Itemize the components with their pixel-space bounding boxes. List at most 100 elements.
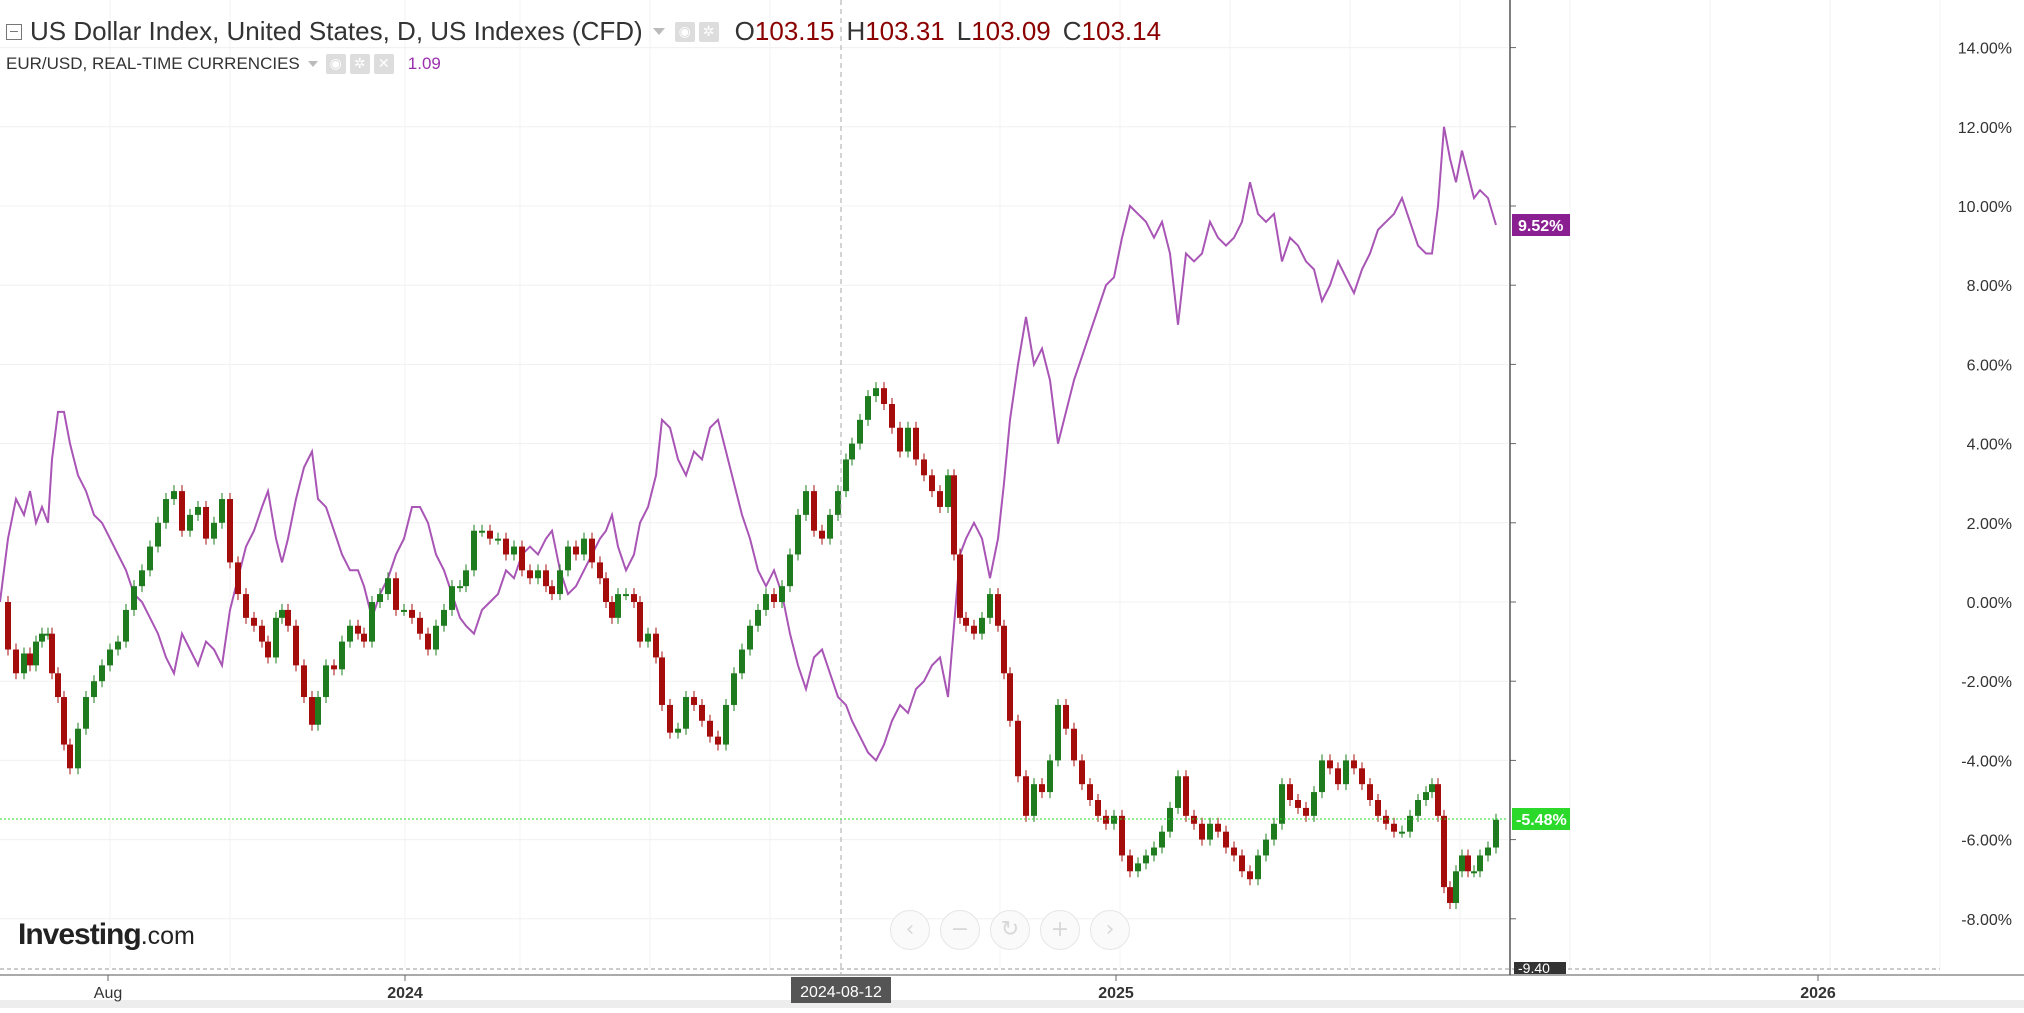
candle-body — [1127, 855, 1133, 872]
candle-body — [1055, 704, 1061, 761]
candle-body — [1231, 847, 1237, 856]
candle-body — [897, 427, 903, 452]
candle-body — [1327, 760, 1333, 769]
candle-body — [667, 704, 673, 733]
candle-body — [1351, 760, 1357, 769]
candle-body — [1335, 768, 1341, 785]
candle-body — [323, 665, 329, 698]
candle-body — [355, 625, 361, 634]
x-tick-label: Aug — [94, 985, 122, 1002]
candle-body — [659, 657, 665, 705]
compare-series-title[interactable]: EUR/USD, REAL-TIME CURRENCIES — [6, 54, 300, 73]
candle-body — [937, 491, 943, 507]
high-value: 103.31 — [865, 16, 945, 46]
candle-body — [1175, 776, 1181, 808]
candle-body — [55, 673, 61, 698]
collapse-legend-icon[interactable] — [6, 23, 22, 40]
x-tick-label: 2026 — [1800, 985, 1836, 1002]
x-tick-label: 2025 — [1098, 985, 1134, 1002]
dxy-price-badge — [1512, 808, 1570, 831]
candle-body — [195, 506, 201, 515]
candle-body — [21, 653, 27, 674]
y-tick-label: 12.00% — [1958, 120, 2012, 137]
candle-body — [873, 388, 879, 397]
candle-body — [795, 514, 801, 555]
candle-body — [503, 538, 509, 555]
candle-body — [1119, 815, 1125, 856]
candle-body — [1407, 815, 1413, 832]
y-tick-label: -4.00% — [1961, 753, 2012, 770]
candle-body — [385, 578, 391, 595]
candle-body — [361, 633, 367, 642]
scroll-right-icon[interactable]: › — [1090, 910, 1130, 950]
close-icon[interactable]: ✕ — [373, 54, 394, 74]
candle-body — [449, 586, 455, 610]
chevron-down-icon[interactable] — [307, 61, 318, 67]
chevron-down-icon[interactable] — [652, 28, 665, 35]
candle-body — [987, 594, 993, 618]
candle-body — [747, 625, 753, 650]
candle-body — [339, 641, 345, 670]
candle-body — [645, 633, 651, 642]
candle-body — [573, 546, 579, 555]
candle-body — [479, 530, 485, 533]
y-tick-label: -6.00% — [1961, 833, 2012, 850]
candle-body — [139, 570, 145, 587]
candle-body — [39, 633, 45, 642]
candle-body — [1143, 855, 1149, 864]
candle-body — [771, 594, 777, 602]
candle-body — [603, 578, 609, 602]
candle-body — [1415, 800, 1421, 816]
candle-body — [293, 625, 299, 666]
candle-body — [179, 491, 185, 531]
candle-body — [211, 522, 217, 539]
y-tick-label: 2.00% — [1967, 516, 2012, 533]
candle-body — [273, 617, 279, 658]
bottom-tick-label: -9.40 — [1518, 960, 1550, 976]
candle-body — [171, 491, 177, 500]
candle-body — [803, 491, 809, 515]
eurusd-line — [0, 126, 1497, 763]
candle-body — [1111, 815, 1117, 824]
visibility-icon[interactable]: ◉ — [674, 21, 695, 42]
candle-body — [1359, 768, 1365, 785]
x-tick-label: 2024 — [387, 985, 423, 1002]
candle-body — [1047, 760, 1053, 793]
scroll-left-icon[interactable]: ‹ — [890, 910, 930, 950]
candle-body — [123, 609, 129, 642]
candle-body — [1023, 776, 1029, 816]
candle-body — [433, 625, 439, 650]
candle-body — [369, 602, 375, 642]
chart-legend-main: US Dollar Index, United States, D, US In… — [6, 16, 1161, 47]
candle-body — [609, 602, 615, 618]
candle-body — [739, 649, 745, 674]
settings-icon[interactable]: ✲ — [349, 54, 370, 74]
candle-body — [951, 475, 957, 555]
candle-body — [285, 609, 291, 626]
zoom-in-icon[interactable]: + — [1040, 910, 1080, 950]
candle-body — [1015, 720, 1021, 777]
candle-body — [417, 617, 423, 634]
close-value: 103.14 — [1081, 16, 1162, 46]
zoom-out-icon[interactable]: − — [940, 910, 980, 950]
reset-icon[interactable]: ↻ — [990, 910, 1030, 950]
candle-body — [1151, 847, 1157, 856]
y-tick-label: 0.00% — [1967, 595, 2012, 612]
candle-body — [1191, 815, 1197, 824]
candle-body — [723, 704, 729, 745]
main-series-title[interactable]: US Dollar Index, United States, D, US In… — [30, 16, 643, 46]
candle-body — [1447, 887, 1453, 903]
candle-body — [1007, 673, 1013, 721]
candle-body — [471, 530, 477, 571]
candle-body — [929, 475, 935, 492]
candle-body — [187, 514, 193, 531]
visibility-icon[interactable]: ◉ — [325, 54, 346, 74]
candle-body — [715, 736, 721, 745]
candle-body — [819, 530, 825, 539]
candle-body — [637, 602, 643, 642]
candle-body — [75, 728, 81, 769]
settings-icon[interactable]: ✲ — [698, 21, 719, 42]
